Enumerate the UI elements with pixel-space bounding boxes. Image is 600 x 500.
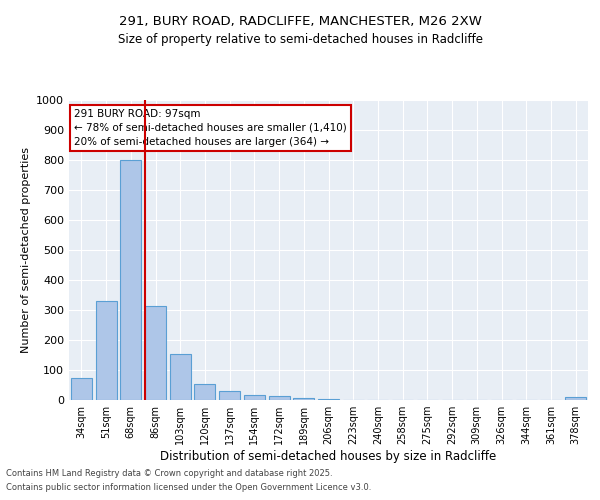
Text: 291 BURY ROAD: 97sqm
← 78% of semi-detached houses are smaller (1,410)
20% of se: 291 BURY ROAD: 97sqm ← 78% of semi-detac… bbox=[74, 109, 347, 147]
X-axis label: Distribution of semi-detached houses by size in Radcliffe: Distribution of semi-detached houses by … bbox=[160, 450, 497, 463]
Bar bbox=[170, 354, 191, 400]
Bar bbox=[120, 160, 141, 400]
Bar bbox=[145, 306, 166, 400]
Bar bbox=[95, 301, 116, 400]
Text: Contains public sector information licensed under the Open Government Licence v3: Contains public sector information licen… bbox=[6, 484, 371, 492]
Bar bbox=[565, 397, 586, 400]
Bar bbox=[318, 398, 339, 400]
Bar bbox=[293, 398, 314, 400]
Bar bbox=[269, 396, 290, 400]
Y-axis label: Number of semi-detached properties: Number of semi-detached properties bbox=[20, 147, 31, 353]
Bar bbox=[219, 391, 240, 400]
Bar bbox=[71, 378, 92, 400]
Text: Contains HM Land Registry data © Crown copyright and database right 2025.: Contains HM Land Registry data © Crown c… bbox=[6, 468, 332, 477]
Bar bbox=[194, 384, 215, 400]
Bar bbox=[244, 394, 265, 400]
Text: 291, BURY ROAD, RADCLIFFE, MANCHESTER, M26 2XW: 291, BURY ROAD, RADCLIFFE, MANCHESTER, M… bbox=[119, 15, 481, 28]
Text: Size of property relative to semi-detached houses in Radcliffe: Size of property relative to semi-detach… bbox=[118, 32, 482, 46]
